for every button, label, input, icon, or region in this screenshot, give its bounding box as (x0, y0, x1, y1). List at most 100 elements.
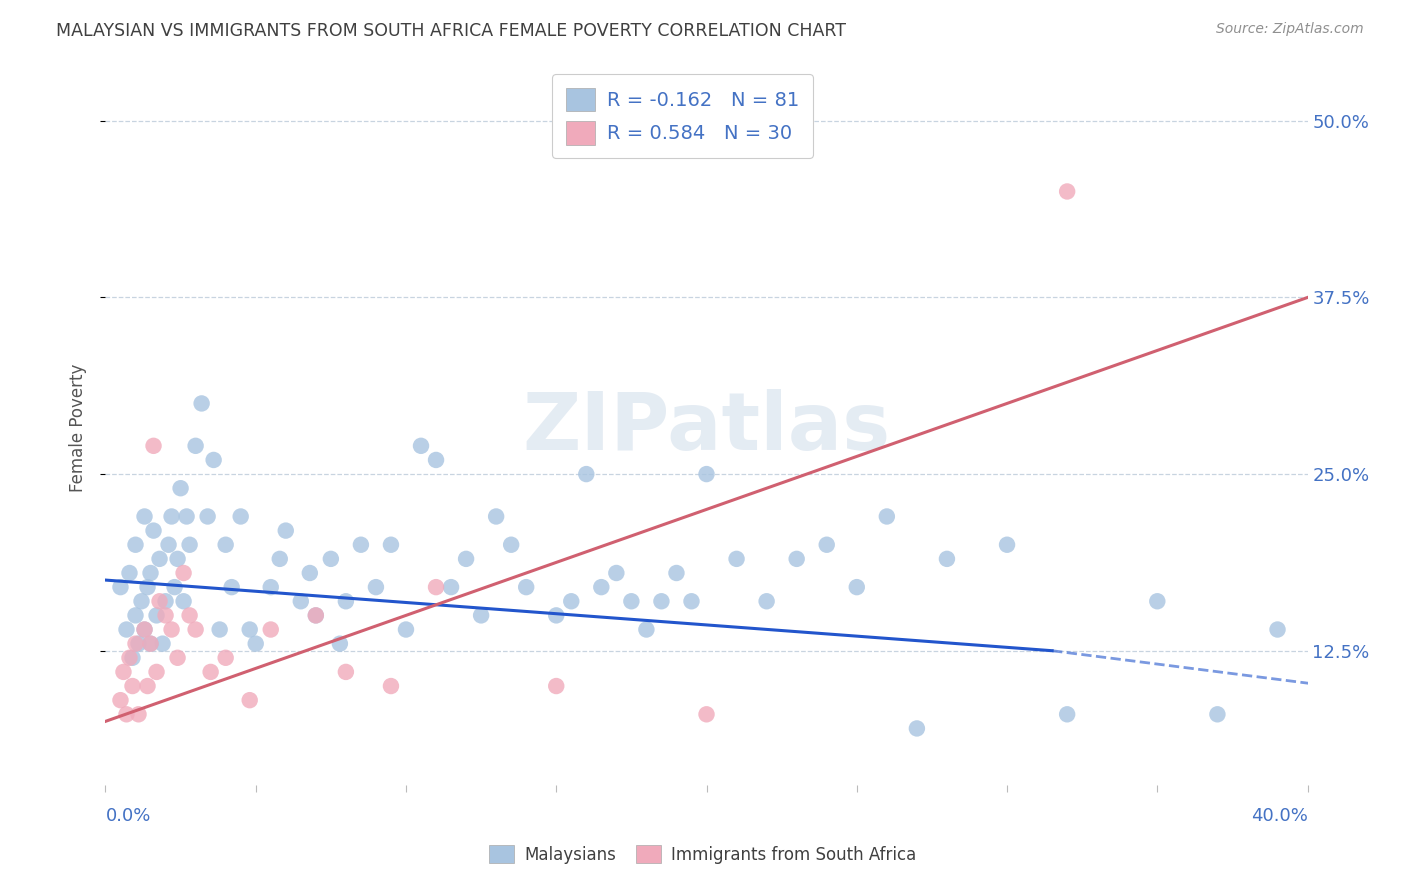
Point (131, 594, 153, 608)
Point (239, 693, 262, 707)
Point (620, 594, 643, 608)
Point (184, 439, 207, 453)
Point (335, 665, 357, 679)
Point (936, 552, 959, 566)
Point (755, 594, 778, 608)
Point (650, 594, 672, 608)
Point (440, 580, 463, 594)
Point (179, 538, 201, 552)
Point (995, 538, 1018, 552)
Point (696, 467, 718, 481)
Point (121, 650, 143, 665)
Point (142, 439, 165, 453)
Point (173, 594, 195, 608)
Point (142, 524, 165, 538)
Point (425, 453, 447, 467)
Point (173, 566, 195, 580)
Point (501, 538, 523, 552)
Point (134, 509, 156, 524)
Point (380, 679, 402, 693)
Point (110, 693, 132, 707)
Legend: Malaysians, Immigrants from South Africa: Malaysians, Immigrants from South Africa (482, 838, 924, 871)
Point (136, 679, 159, 693)
Text: 0.0%: 0.0% (105, 807, 150, 825)
Point (148, 552, 170, 566)
Point (305, 608, 328, 623)
Text: ZIPatlas: ZIPatlas (523, 389, 890, 467)
Point (166, 552, 188, 566)
Point (197, 509, 219, 524)
Point (134, 623, 156, 637)
Point (409, 439, 432, 453)
Point (876, 509, 898, 524)
Point (298, 566, 321, 580)
Point (335, 594, 357, 608)
Point (1056, 707, 1078, 722)
Point (636, 623, 658, 637)
Point (605, 566, 627, 580)
Text: 40.0%: 40.0% (1251, 807, 1308, 825)
Point (110, 580, 132, 594)
Point (200, 665, 222, 679)
Point (176, 509, 198, 524)
Point (725, 552, 748, 566)
Point (155, 608, 177, 623)
Point (148, 594, 170, 608)
Legend: R = -0.162   N = 81, R = 0.584   N = 30: R = -0.162 N = 81, R = 0.584 N = 30 (553, 74, 813, 159)
Point (319, 552, 342, 566)
Point (214, 650, 236, 665)
Point (305, 608, 328, 623)
Point (591, 580, 613, 594)
Point (546, 679, 568, 693)
Point (546, 608, 568, 623)
Point (160, 509, 183, 524)
Point (124, 538, 146, 552)
Point (515, 580, 537, 594)
Point (229, 509, 252, 524)
Point (112, 665, 135, 679)
Point (815, 538, 838, 552)
Point (166, 650, 188, 665)
Point (169, 481, 191, 495)
Point (485, 509, 508, 524)
Point (184, 623, 207, 637)
Point (1267, 623, 1289, 637)
Text: Source: ZipAtlas.com: Source: ZipAtlas.com (1216, 22, 1364, 37)
Point (1206, 707, 1229, 722)
Point (145, 608, 167, 623)
Point (124, 637, 146, 651)
Point (214, 538, 236, 552)
Point (380, 538, 402, 552)
Point (665, 566, 688, 580)
Point (139, 566, 162, 580)
Point (560, 594, 582, 608)
Point (124, 608, 146, 623)
Point (128, 707, 150, 722)
Point (274, 524, 297, 538)
Point (128, 637, 150, 651)
Point (260, 623, 283, 637)
Point (160, 623, 183, 637)
Point (696, 707, 718, 722)
Point (134, 623, 156, 637)
Point (179, 608, 201, 623)
Point (121, 679, 143, 693)
Point (575, 467, 598, 481)
Point (239, 623, 262, 637)
Point (221, 580, 243, 594)
Point (118, 650, 141, 665)
Point (139, 637, 162, 651)
Point (152, 637, 174, 651)
Point (139, 637, 162, 651)
Text: MALAYSIAN VS IMMIGRANTS FROM SOUTH AFRICA FEMALE POVERTY CORRELATION CHART: MALAYSIAN VS IMMIGRANTS FROM SOUTH AFRIC… (56, 22, 846, 40)
Point (157, 538, 180, 552)
Point (786, 552, 808, 566)
Point (118, 566, 141, 580)
Point (190, 396, 212, 410)
Point (1056, 185, 1078, 199)
Point (681, 594, 703, 608)
Point (145, 665, 167, 679)
Point (395, 623, 418, 637)
Point (115, 707, 138, 722)
Point (470, 608, 492, 623)
